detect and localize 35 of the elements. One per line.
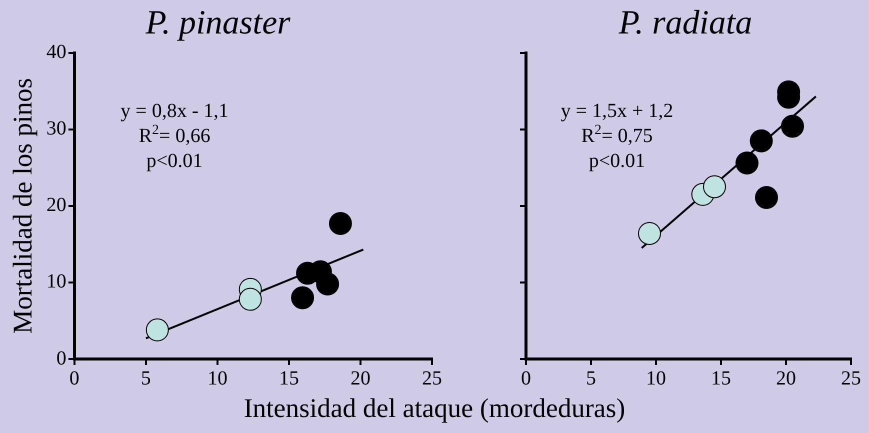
point (291, 286, 314, 310)
y-tick-label: 20 (46, 194, 66, 216)
y-tick-label: 30 (46, 118, 66, 140)
x-tick-label: 20 (776, 367, 796, 390)
chart-title: P. pinaster (144, 4, 292, 42)
x-tick-label: 25 (841, 367, 861, 390)
x-tick-label: 25 (422, 367, 442, 390)
x-tick-label: 20 (350, 367, 370, 390)
point (703, 175, 726, 198)
x-tick-label: 5 (140, 367, 151, 390)
x-tick-label: 10 (646, 367, 666, 390)
x-axis-title: Intensidad del ataque (mordeduras) (242, 393, 626, 424)
x-tick-label: 0 (521, 367, 531, 390)
x-tick-label: 10 (207, 367, 228, 390)
point (146, 318, 169, 342)
point (781, 114, 804, 138)
y-tick-label: 40 (46, 41, 66, 64)
chart-title: P. radiata (618, 4, 752, 42)
x-tick-label: 15 (278, 367, 299, 390)
point (238, 288, 262, 311)
point (755, 186, 778, 209)
point (328, 212, 352, 236)
annotation: p<0.01 (588, 150, 646, 172)
point (316, 272, 340, 296)
point (736, 152, 758, 175)
y-tick-label: 0 (56, 347, 66, 370)
x-tick-label: 15 (711, 367, 731, 390)
point (750, 129, 773, 152)
x-tick-label: 5 (586, 367, 596, 390)
annotation: y = 1,5x + 1,2 (560, 100, 674, 122)
y-axis-title: Mortalidad de los pinos (7, 78, 38, 334)
y-tick-label: 10 (46, 270, 66, 293)
annotation: y = 0,8x - 1,1 (120, 100, 229, 122)
annotation: p<0.01 (146, 150, 203, 172)
point (638, 222, 661, 245)
